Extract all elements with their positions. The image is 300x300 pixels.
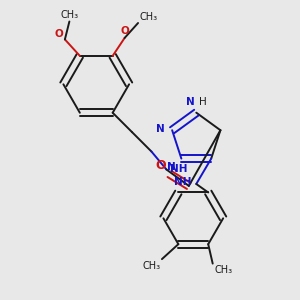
Text: CH₃: CH₃ (140, 11, 158, 22)
Text: N: N (167, 162, 176, 172)
Text: N: N (186, 97, 195, 107)
Text: CH₃: CH₃ (60, 10, 78, 20)
Text: O: O (55, 29, 63, 39)
Text: O: O (120, 26, 129, 36)
Text: NH: NH (174, 178, 192, 188)
Text: CH₃: CH₃ (142, 262, 160, 272)
Text: N: N (156, 124, 165, 134)
Text: O: O (155, 159, 166, 172)
Text: H: H (199, 97, 206, 107)
Text: NH: NH (170, 164, 188, 175)
Text: CH₃: CH₃ (214, 265, 232, 275)
